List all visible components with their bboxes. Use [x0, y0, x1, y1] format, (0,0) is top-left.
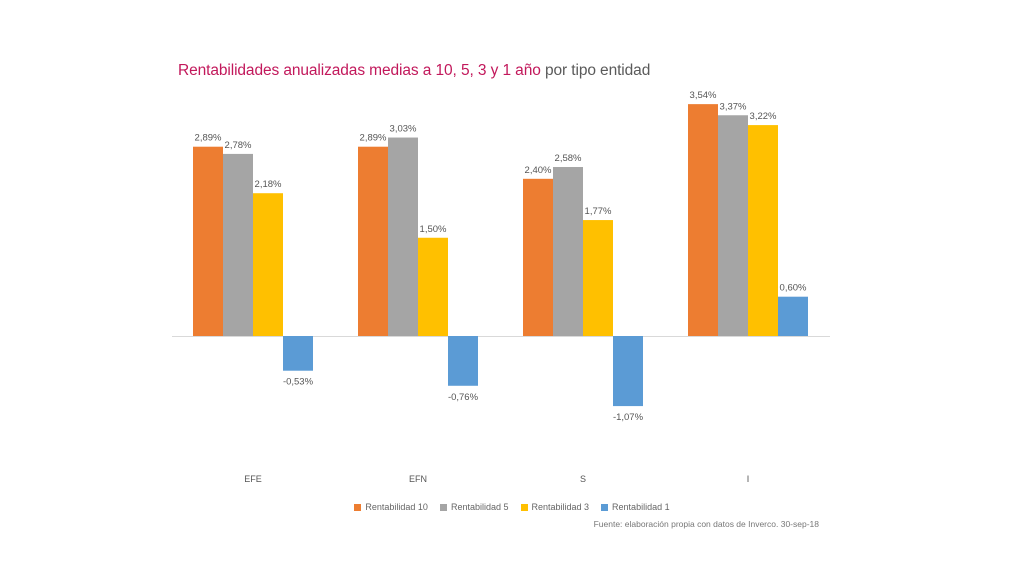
legend-item: Rentabilidad 5 [439, 502, 509, 512]
bar-efn-series-2 [388, 137, 418, 336]
chart-title-main: Rentabilidades anualizadas medias a 10, … [178, 62, 541, 79]
legend-item: Rentabilidad 10 [354, 502, 428, 512]
category-label: EFE [244, 474, 262, 484]
legend-swatch [439, 503, 447, 511]
data-label: 2,40% [525, 165, 552, 176]
bar-s-series-2 [553, 167, 583, 336]
data-label: 2,78% [225, 140, 252, 151]
legend-label: Rentabilidad 10 [365, 502, 428, 512]
category-label: S [580, 474, 586, 484]
data-label: -0,53% [283, 377, 314, 388]
legend-label: Rentabilidad 1 [612, 502, 670, 512]
bar-i-series-1 [688, 104, 718, 336]
category-label: EFN [409, 474, 427, 484]
category-label: I [747, 474, 750, 484]
legend-label: Rentabilidad 3 [531, 502, 590, 512]
bar-i-series-4 [778, 296, 808, 336]
legend-swatch [354, 503, 362, 511]
data-label: -0,76% [448, 392, 479, 403]
legend-item: Rentabilidad 3 [520, 502, 590, 512]
data-label: 1,77% [585, 206, 612, 217]
source-note: Fuente: elaboración propia con datos de … [593, 519, 819, 529]
legend-item: Rentabilidad 1 [601, 502, 670, 512]
bar-efn-series-4 [448, 336, 478, 386]
chart-title-rest: por tipo entidad [540, 62, 651, 79]
legend-swatch [601, 503, 609, 511]
data-label: 3,54% [690, 90, 717, 101]
data-label: 2,89% [360, 133, 387, 144]
bar-efe-series-4 [283, 336, 313, 371]
bar-s-series-1 [523, 178, 553, 336]
data-label: 2,18% [255, 179, 282, 190]
data-label: 2,58% [555, 153, 582, 164]
bar-efe-series-3 [253, 193, 283, 336]
data-label: 0,60% [780, 283, 807, 294]
legend-label: Rentabilidad 5 [450, 502, 509, 512]
data-label: 3,37% [720, 101, 747, 112]
data-label: -1,07% [613, 412, 644, 423]
bar-s-series-3 [583, 220, 613, 336]
data-label: 3,03% [390, 124, 417, 135]
bar-efe-series-2 [223, 153, 253, 336]
bar-i-series-3 [748, 125, 778, 336]
data-label: 3,22% [750, 111, 777, 122]
data-label: 1,50% [420, 224, 447, 235]
bar-efn-series-1 [358, 146, 388, 336]
legend-swatch [520, 503, 528, 511]
data-label: 2,89% [195, 133, 222, 144]
bar-s-series-4 [613, 336, 643, 407]
bar-efe-series-1 [193, 146, 223, 336]
bar-efn-series-3 [418, 237, 448, 336]
chart-title: Rentabilidades anualizadas medias a 10, … [178, 62, 650, 80]
legend: Rentabilidad 10 Rentabilidad 5 Rentabilida… [0, 502, 1024, 512]
bar-i-series-2 [718, 115, 748, 336]
